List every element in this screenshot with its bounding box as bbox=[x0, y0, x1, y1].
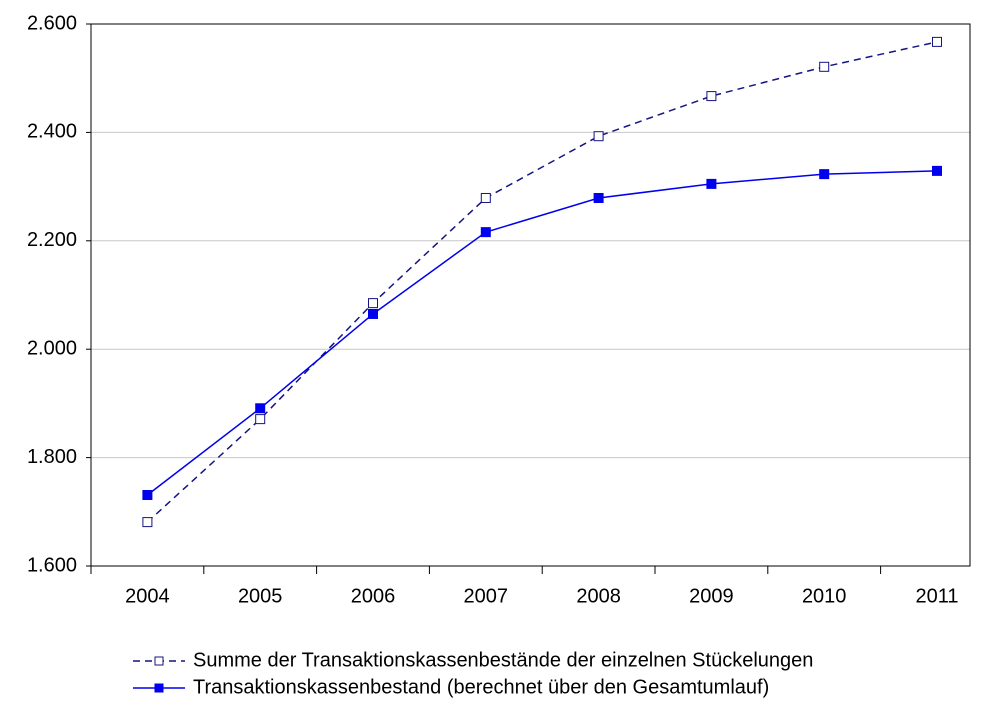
y-tick-label: 2.200 bbox=[27, 229, 77, 251]
point bbox=[368, 308, 378, 319]
point bbox=[142, 517, 153, 528]
y-tick-label: 1.600 bbox=[27, 554, 77, 576]
y-tick-label: 2.000 bbox=[27, 337, 77, 359]
point bbox=[480, 192, 491, 203]
legend-label: Transaktionskassenbestand (berechnet übe… bbox=[193, 676, 769, 698]
point bbox=[255, 403, 266, 414]
x-tick-label: 2007 bbox=[464, 585, 509, 607]
series-line bbox=[146, 170, 938, 496]
point bbox=[142, 489, 153, 500]
point bbox=[932, 165, 942, 176]
point bbox=[819, 61, 830, 72]
point bbox=[368, 298, 378, 309]
point bbox=[706, 91, 717, 102]
legend-marker bbox=[154, 683, 164, 693]
x-tick-label: 2008 bbox=[576, 585, 621, 607]
point bbox=[480, 227, 491, 238]
x-tick-label: 2005 bbox=[238, 585, 283, 607]
point bbox=[819, 169, 830, 180]
x-tick-label: 2009 bbox=[689, 585, 734, 607]
y-tick-label: 2.600 bbox=[27, 12, 77, 34]
point bbox=[593, 131, 604, 142]
point bbox=[932, 36, 942, 47]
point bbox=[706, 178, 717, 189]
y-tick-label: 2.400 bbox=[27, 121, 77, 143]
x-tick-label: 2004 bbox=[125, 585, 170, 607]
x-tick-label: 2010 bbox=[802, 585, 847, 607]
x-tick-label: 2006 bbox=[351, 585, 396, 607]
point bbox=[255, 414, 266, 425]
legend-marker bbox=[154, 656, 164, 666]
point bbox=[593, 192, 604, 203]
series-line bbox=[146, 41, 938, 523]
plot-frame bbox=[90, 23, 971, 567]
legend-label: Summe der Transaktionskassenbestände der… bbox=[193, 649, 813, 671]
x-tick-label: 2011 bbox=[915, 585, 958, 607]
y-tick-label: 1.800 bbox=[27, 446, 77, 468]
